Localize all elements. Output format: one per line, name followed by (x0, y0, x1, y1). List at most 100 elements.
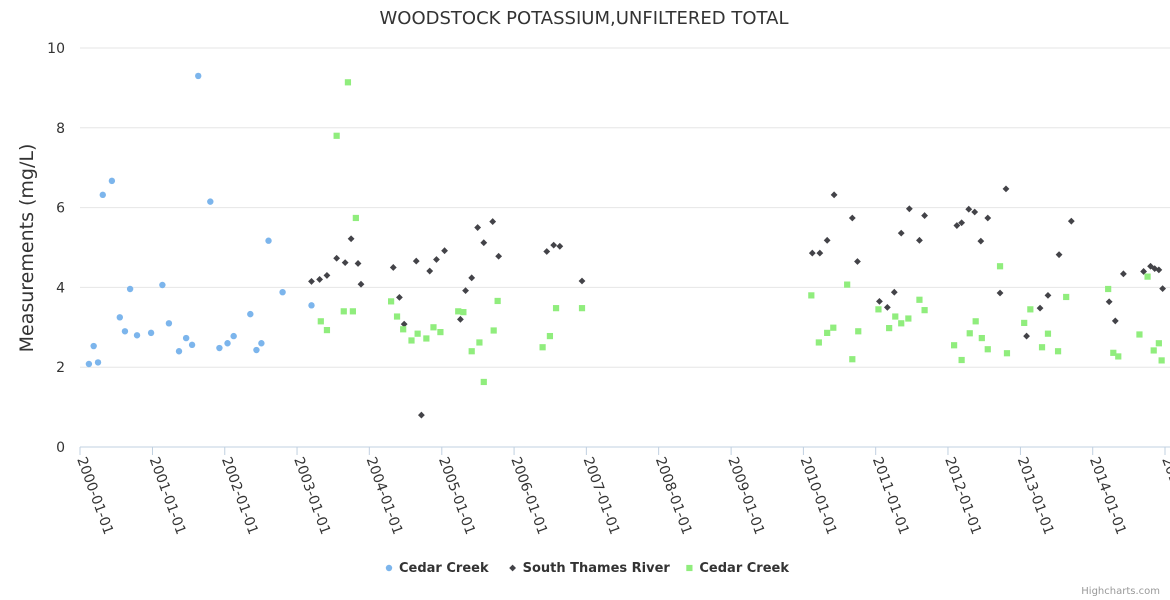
data-point (400, 320, 408, 328)
data-point (195, 72, 202, 80)
data-point (1110, 349, 1117, 356)
data-point (430, 324, 437, 331)
data-point (389, 264, 397, 271)
data-point (1158, 357, 1165, 364)
data-point (1155, 340, 1162, 347)
data-point (408, 337, 415, 344)
data-point (996, 263, 1004, 270)
data-point (476, 339, 483, 346)
data-point (815, 339, 822, 346)
x-tick-label: 2007-01-01 (580, 455, 623, 537)
data-point (147, 329, 155, 337)
y-tick-label: 2 (56, 360, 65, 376)
data-point (556, 242, 564, 250)
data-point (1115, 353, 1122, 360)
data-point (905, 315, 912, 322)
data-point (849, 356, 856, 363)
data-point (1044, 291, 1052, 299)
data-point (984, 214, 992, 222)
data-point (1038, 344, 1046, 351)
data-point (495, 252, 503, 260)
data-point (265, 237, 272, 244)
data-point (94, 359, 102, 366)
data-point (1140, 268, 1148, 275)
data-point (188, 341, 196, 349)
chart-title: WOODSTOCK POTASSIUM,UNFILTERED TOTAL (380, 8, 789, 29)
data-point (460, 309, 467, 316)
data-point (352, 214, 359, 222)
data-point (323, 272, 331, 279)
data-point (1111, 317, 1119, 325)
data-point (844, 281, 851, 288)
data-point (341, 259, 349, 267)
data-point (1120, 270, 1127, 278)
data-point (916, 296, 923, 303)
data-point (1002, 185, 1010, 193)
credits-link[interactable]: Highcharts.com (1081, 586, 1160, 597)
data-point (905, 205, 913, 213)
x-tick-label: 2003-01-01 (290, 455, 333, 537)
legend-label: Cedar Creek (699, 561, 789, 576)
data-point (333, 132, 340, 139)
data-point (433, 256, 440, 263)
x-tick-label: 2012-01-01 (941, 455, 984, 537)
x-tick-label: 2000-01-01 (73, 455, 116, 537)
x-tick-label: 2010-01-01 (797, 455, 840, 537)
x-tick-label: 2001-01-01 (146, 455, 189, 537)
data-point (357, 280, 365, 288)
x-tick-label: 2005-01-01 (435, 455, 478, 537)
y-tick-label: 10 (47, 41, 65, 57)
data-point (480, 239, 488, 247)
data-point (108, 177, 116, 185)
data-point (950, 342, 958, 349)
data-point (333, 254, 341, 262)
data-point (1063, 293, 1070, 301)
data-point (1021, 319, 1028, 327)
data-point (344, 79, 352, 86)
data-point (953, 222, 961, 229)
series-0 (85, 72, 315, 368)
data-point (340, 308, 347, 315)
data-point (1027, 306, 1034, 313)
data-point (480, 378, 487, 386)
data-point (426, 267, 434, 275)
data-point (99, 191, 106, 199)
legend-item-2[interactable]: Cedar Creek (686, 561, 789, 576)
data-point (883, 303, 891, 311)
data-point (347, 235, 355, 243)
data-point (388, 298, 395, 305)
y-axis-ticks: 0 2 4 6 8 10 (47, 41, 65, 456)
data-point (958, 219, 966, 227)
data-point (457, 315, 464, 323)
y-axis-label: Measurements (mg/L) (16, 144, 38, 353)
legend-item-0[interactable]: Cedar Creek (385, 561, 489, 576)
legend-item-1[interactable]: South Thames River (509, 561, 670, 576)
legend: Cedar Creek South Thames River Cedar Creek (385, 561, 789, 576)
legend-marker (509, 564, 516, 572)
data-point (808, 249, 816, 257)
legend-label: South Thames River (523, 561, 671, 576)
data-point (468, 274, 476, 282)
data-point (216, 344, 223, 352)
data-point (1003, 350, 1011, 357)
data-point (996, 289, 1004, 297)
data-point (578, 277, 586, 285)
data-point (1136, 331, 1143, 338)
data-point (1150, 347, 1157, 354)
data-point (317, 318, 324, 325)
data-point (830, 191, 838, 199)
grid-lines (80, 47, 1170, 368)
x-tick-label: 2011-01-01 (869, 455, 912, 537)
data-point (921, 212, 928, 219)
data-point (90, 342, 97, 350)
data-point (308, 302, 315, 309)
data-point (308, 278, 315, 285)
data-point (393, 313, 401, 320)
data-point (550, 241, 558, 249)
x-tick-label: 2004-01-01 (363, 455, 406, 537)
data-point (855, 328, 862, 335)
data-point (253, 346, 260, 354)
data-point (546, 332, 554, 340)
x-tick-label: 2006-01-01 (507, 455, 550, 537)
